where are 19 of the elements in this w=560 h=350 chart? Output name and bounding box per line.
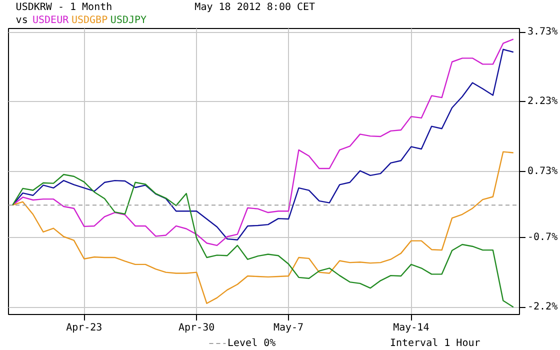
legend-label: Level 0% <box>228 338 276 349</box>
x-tick-label: Apr-30 <box>178 322 215 334</box>
text: USDGBP <box>71 15 108 26</box>
chart-subtitle: May 18 2012 8:00 CET <box>194 2 316 13</box>
x-tick-label: May-14 <box>393 322 430 334</box>
y-tick-label: -0.7% <box>528 232 558 244</box>
y-tick-label: 0.73% <box>528 166 558 177</box>
line-series <box>12 151 514 304</box>
y-tick-label: -2.2% <box>528 302 558 313</box>
y-tick-label: 2.23% <box>528 96 558 108</box>
x-tick-label: Apr-23 <box>66 322 102 334</box>
line-series <box>12 174 514 308</box>
text: USDEUR <box>32 15 70 26</box>
text: USDJPY <box>110 15 147 26</box>
text: Interval 1 Hour <box>390 338 480 349</box>
legend-title: vs <box>16 15 28 26</box>
chart-title: USDKRW - 1 Month <box>16 2 112 13</box>
x-tick-label: May-7 <box>273 322 304 334</box>
y-tick-label: 3.73% <box>528 26 558 38</box>
